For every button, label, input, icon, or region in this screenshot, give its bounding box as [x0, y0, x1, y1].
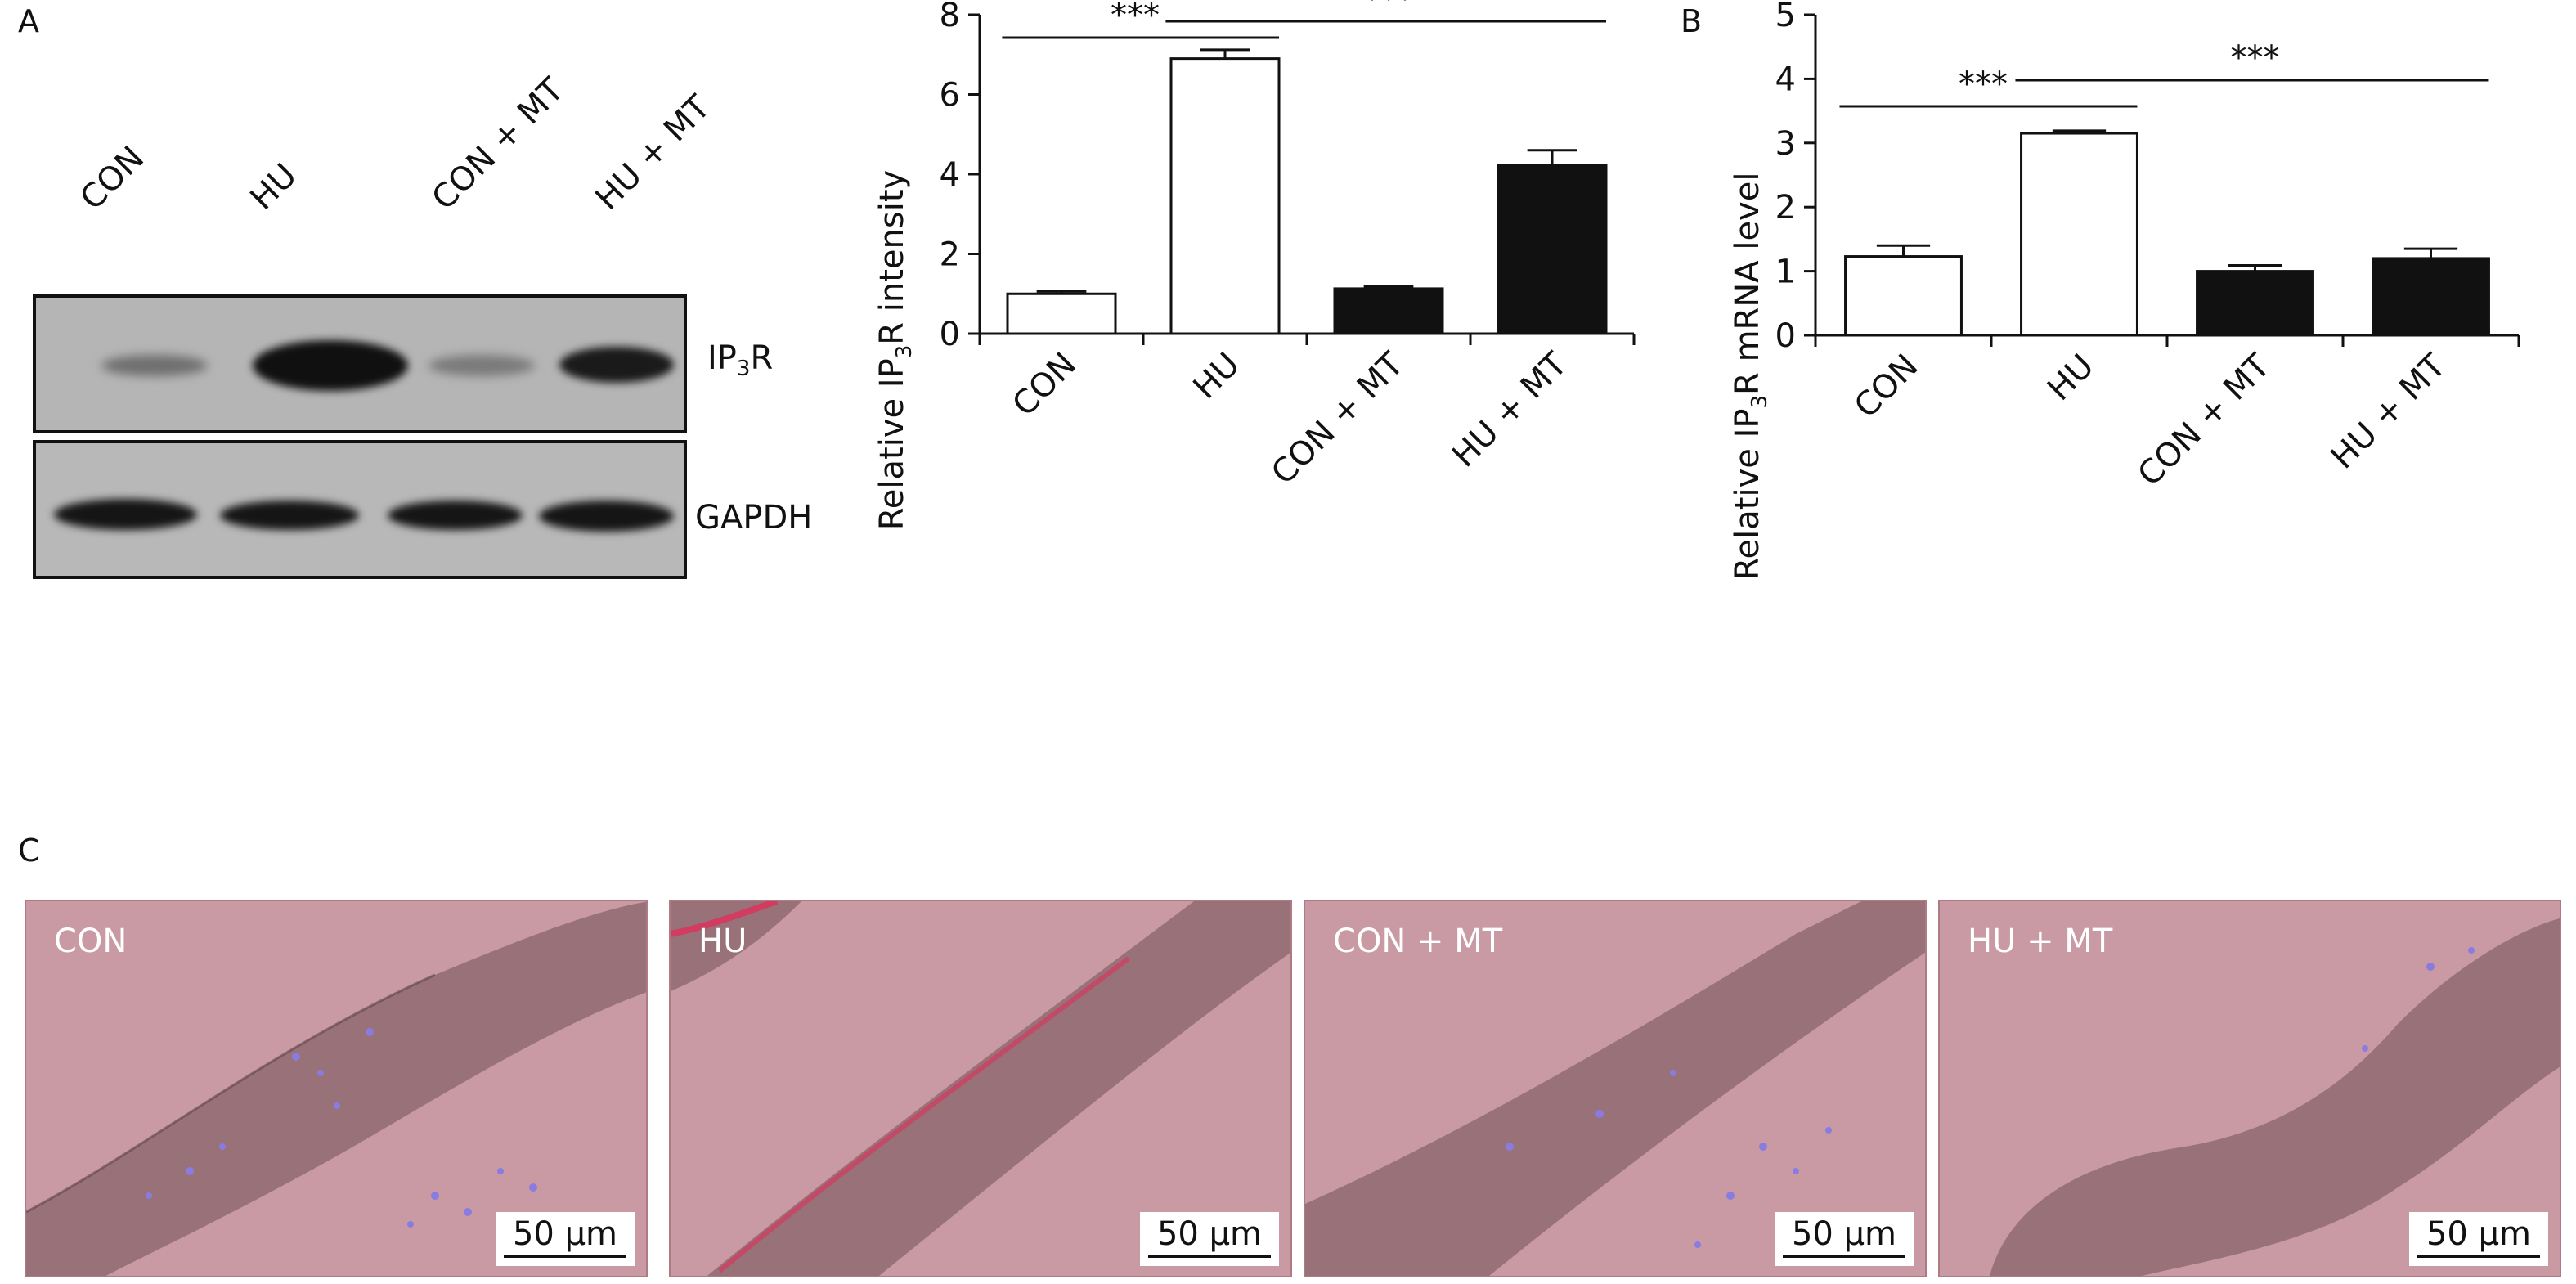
panel-letter-c: C [18, 833, 40, 869]
chart-b-ytick-label-3: 3 [1775, 125, 1796, 163]
chart-a-ytick-label-1: 2 [940, 236, 960, 274]
ip3r-band-hu-mt [559, 347, 674, 383]
svg-text:Relative IP3R intensity: Relative IP3R intensity [873, 170, 917, 530]
micrograph-hu-mt-scale-line [2417, 1255, 2540, 1258]
micrograph-con-mt-scale-line [1783, 1255, 1905, 1258]
chart-a-bar-3 [1497, 164, 1608, 335]
lane-label-con-mt: CON + MT [424, 70, 572, 218]
chart-a-bar-2 [1333, 287, 1444, 335]
chart-a-ylabel: Relative IP3R intensity [873, 170, 917, 530]
western-blot: CON HU CON + MT HU + MT IP3R GAPDH [25, 71, 842, 589]
micrograph-con-mt: CON + MT 50 μm [1304, 900, 1927, 1277]
micrograph-con-scalebar: 50 μm [496, 1212, 635, 1266]
chart-a-bar-0 [1006, 292, 1117, 335]
micrograph-hu-scale-text: 50 μm [1156, 1215, 1263, 1253]
chart-a-category-label-0: CON [1005, 346, 1084, 424]
chart-b-bar-3 [2372, 257, 2490, 337]
chart-b-ytick-label-1: 1 [1775, 254, 1796, 291]
chart-b-ylabel: Relative IP3R mRNA level [1729, 173, 1772, 581]
svg-text:Relative IP3R mRNA level: Relative IP3R mRNA level [1729, 173, 1772, 581]
chart-a-category-label-3: HU + MT [1445, 345, 1574, 474]
chart-ip3r-intensity: Relative IP3R intensity 0 2 4 6 8 CON HU CON + … [873, 0, 1636, 530]
panel-letter-a: A [18, 3, 39, 39]
micrograph-hu-mt: HU + MT 50 μm [1938, 900, 2561, 1277]
chart-b-ytick-label-5: 5 [1775, 0, 1796, 34]
chart-b-plot: 0 1 2 3 4 5 CON HU CON + MT HU + MT *** *** [1775, 0, 2520, 494]
chart-b-category-label-3: HU + MT [2324, 347, 2453, 476]
gapdh-band-con [54, 499, 197, 530]
lane-label-con: CON [73, 139, 152, 218]
ip3r-band-hu [253, 340, 408, 391]
micrograph-con-mt-label: CON + MT [1333, 923, 1503, 960]
chart-a-ytick-label-4: 8 [940, 0, 960, 34]
micrograph-con: CON 50 μm [25, 900, 648, 1277]
chart-a-ytick-label-3: 6 [940, 77, 960, 114]
chart-a-category-label-2: CON + MT [1264, 345, 1411, 492]
micrograph-con-mt-scalebar: 50 μm [1775, 1212, 1914, 1266]
micrograph-hu-image [671, 901, 1290, 1276]
chart-b-ytick-label-4: 4 [1775, 61, 1796, 98]
panel-letter-b: B [1681, 3, 1703, 39]
chart-a-plot: 0 2 4 6 8 CON HU CON + MT HU + MT *** *** [940, 0, 1636, 492]
chart-a-category-label-1: HU [1187, 346, 1248, 407]
micrograph-hu-label: HU [698, 923, 747, 960]
gapdh-band-hu [220, 501, 359, 530]
chart-b-bar-1 [2020, 132, 2138, 337]
micrograph-con-scale-line [504, 1255, 626, 1258]
chart-ip3r-mrna: Relative IP3R mRNA level 0 1 2 3 4 5 CON HU CON … [1729, 0, 2520, 581]
chart-b-category-label-1: HU [2040, 348, 2102, 409]
lane-label-hu-mt: HU + MT [588, 88, 718, 218]
micrograph-hu-mt-scalebar: 50 μm [2409, 1212, 2548, 1266]
chart-a-ytick-label-2: 4 [940, 156, 960, 194]
chart-b-category-label-2: CON + MT [2131, 347, 2278, 493]
micrograph-hu-mt-label: HU + MT [1968, 923, 2113, 960]
micrograph-hu-mt-scale-text: 50 μm [2426, 1215, 2532, 1253]
chart-a-sig-label-0: *** [1111, 0, 1160, 34]
micrograph-hu-scalebar: 50 μm [1140, 1212, 1279, 1266]
chart-b-bar-0 [1844, 255, 1963, 337]
gapdh-blot-label: GAPDH [695, 499, 813, 536]
ip3r-blot [33, 294, 687, 433]
chart-b-category-label-0: CON [1847, 348, 1926, 426]
micrograph-con-label: CON [54, 923, 128, 960]
micrograph-hu-scale-line [1148, 1255, 1271, 1258]
ip3r-band-con [101, 355, 208, 376]
chart-b-ytick-label-2: 2 [1775, 189, 1796, 227]
chart-a-bar-1 [1169, 57, 1281, 335]
micrograph-hu: HU 50 μm [669, 900, 1292, 1277]
lane-label-hu: HU [243, 156, 304, 218]
gapdh-band-con-mt [388, 501, 523, 530]
chart-a-ytick-label-0: 0 [940, 316, 960, 353]
ip3r-blot-label: IP3R [707, 339, 774, 381]
ip3r-band-con-mt [429, 355, 535, 376]
gapdh-band-hu-mt [539, 501, 674, 532]
micrograph-con-mt-scale-text: 50 μm [1791, 1215, 1897, 1253]
micrograph-con-scale-text: 50 μm [512, 1215, 618, 1253]
chart-b-ytick-label-0: 0 [1775, 317, 1796, 355]
chart-b-sig-label-0: *** [1959, 65, 2008, 103]
chart-a-sig-label-1: *** [1364, 0, 1413, 18]
chart-b-sig-label-1: *** [2231, 39, 2280, 77]
chart-b-bar-2 [2196, 270, 2314, 337]
gapdh-blot [33, 440, 687, 579]
